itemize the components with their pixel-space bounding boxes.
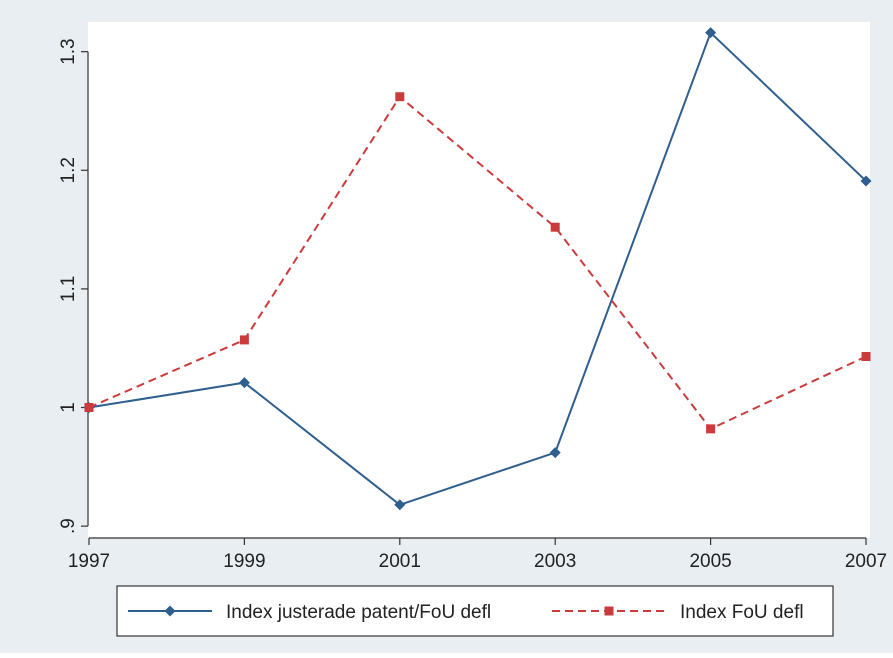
- legend-label: Index justerade patent/FoU defl: [226, 602, 491, 623]
- x-tick-label: 1999: [223, 551, 265, 572]
- data-point: [84, 403, 94, 413]
- y-tick-label: 1: [58, 402, 79, 413]
- data-point: [549, 447, 561, 459]
- data-point: [550, 222, 560, 232]
- plot-area: [88, 22, 870, 538]
- legend: Index justerade patent/FoU defl Index FoU…: [116, 585, 834, 637]
- data-point: [706, 424, 716, 434]
- y-tick-label: .9: [58, 518, 79, 534]
- data-point: [860, 175, 872, 187]
- legend-label: Index FoU defl: [680, 602, 804, 623]
- y-tick-label: 1.3: [58, 38, 79, 64]
- series-1: [83, 27, 872, 511]
- x-axis: 1997 1999 2001 2003 2005 2007: [68, 537, 887, 572]
- y-axis: .9 1 1.1 1.2 1.3: [58, 38, 89, 534]
- x-tick-label: 2007: [845, 551, 887, 572]
- y-tick-label: 1.1: [58, 276, 79, 302]
- y-tick-label: 1.2: [58, 157, 79, 183]
- legend-entry-1: Index justerade patent/FoU defl: [128, 602, 491, 623]
- legend-entry-2: Index FoU defl: [552, 602, 804, 623]
- data-point: [239, 335, 249, 345]
- series-2: [84, 92, 871, 434]
- series-line: [88, 31, 867, 506]
- x-tick-label: 2003: [534, 551, 576, 572]
- x-tick-label: 1997: [68, 551, 110, 572]
- data-point: [705, 27, 717, 39]
- data-point: [238, 377, 250, 389]
- data-point: [395, 92, 405, 102]
- data-point: [861, 352, 871, 362]
- legend-marker: [604, 606, 614, 616]
- legend-box: [116, 585, 834, 637]
- series-line: [88, 95, 867, 430]
- legend-marker: [164, 605, 176, 617]
- series-layer: [83, 27, 872, 511]
- data-point: [394, 499, 406, 511]
- x-tick-label: 2001: [379, 551, 421, 572]
- x-tick-label: 2005: [689, 551, 731, 572]
